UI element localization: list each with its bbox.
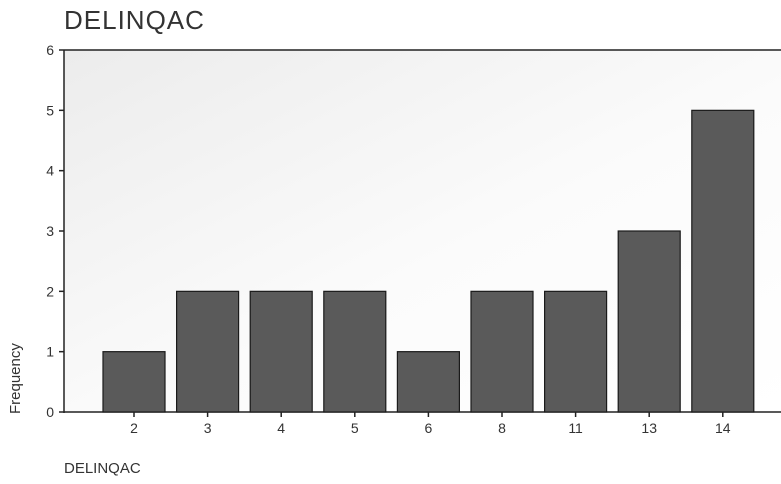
- bar-8: [470, 290, 534, 413]
- chart-title: DELINQAC: [64, 5, 205, 35]
- y-tick-label: 4: [46, 163, 54, 179]
- y-tick-label: 1: [46, 344, 54, 360]
- y-tick-label: 3: [46, 223, 54, 239]
- y-tick-label: 0: [46, 404, 54, 420]
- x-tick-label: 6: [425, 420, 433, 436]
- x-tick-label: 8: [498, 420, 506, 436]
- x-tick-label: 11: [568, 420, 583, 436]
- bar-3: [176, 290, 240, 413]
- x-tick-label: 4: [277, 420, 285, 436]
- bar-6: [396, 351, 460, 413]
- y-tick-label: 6: [46, 42, 54, 58]
- bar-14: [691, 109, 755, 413]
- bar-5: [323, 290, 387, 413]
- x-axis-label: DELINQAC: [64, 460, 141, 477]
- bar-2: [102, 351, 166, 413]
- bar-11: [543, 290, 608, 413]
- bar-4: [249, 290, 313, 413]
- x-tick-label: 14: [715, 420, 731, 436]
- x-tick-label: 5: [351, 420, 359, 436]
- y-tick-label: 2: [46, 283, 54, 299]
- bar-13: [617, 230, 681, 413]
- x-tick-label: 3: [204, 420, 212, 436]
- y-axis-label: Frequency: [7, 343, 24, 414]
- x-tick-label: 13: [641, 420, 657, 436]
- x-tick-label: 2: [130, 420, 138, 436]
- y-tick-label: 5: [46, 102, 54, 118]
